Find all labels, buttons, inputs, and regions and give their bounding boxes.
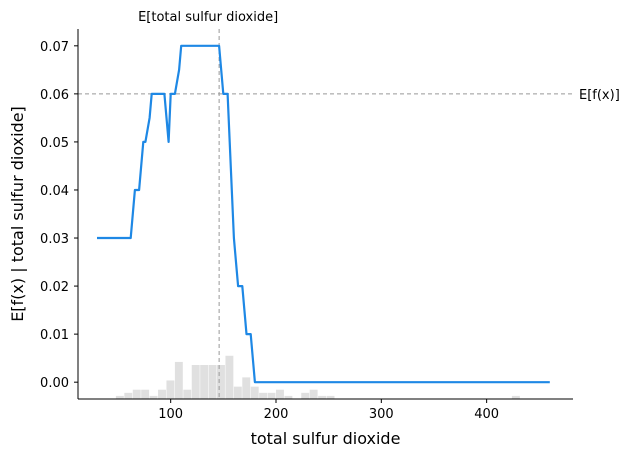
x-tick-label: 400	[474, 407, 499, 422]
y-tick-label: 0.04	[40, 184, 69, 199]
y-tick-label: 0.07	[40, 40, 69, 55]
histogram-bar	[301, 392, 310, 399]
histogram-bar	[250, 386, 259, 399]
histogram-bar	[233, 386, 242, 399]
histogram-bar	[115, 395, 124, 399]
histogram-bar	[166, 380, 175, 399]
histogram-bar	[141, 389, 150, 399]
y-tick-label: 0.02	[40, 280, 69, 295]
axes: 100 200 300 400 0.000.010.020.030.040.050.0…	[40, 29, 573, 422]
y-axis-ticks: 0.00 0.01 0.02 0.03 0.04 0.05 0.06 0.07	[40, 40, 78, 391]
histogram-bar	[276, 389, 284, 399]
histogram-bar	[267, 392, 276, 399]
y-axis-title: E[f(x) | total sulfur dioxide]	[8, 106, 27, 322]
histogram-bar	[217, 365, 225, 399]
expected-x-label: E[total sulfur dioxide]	[138, 10, 278, 25]
histogram-bar	[158, 389, 166, 399]
histogram	[115, 355, 520, 399]
histogram-bar	[284, 395, 293, 399]
histogram-bar	[318, 395, 327, 399]
y-tick-label: 0.05	[40, 136, 69, 151]
histogram-bar	[326, 395, 335, 399]
series-layer	[97, 44, 550, 384]
histogram-bar	[200, 365, 209, 399]
histogram-bar	[132, 389, 141, 399]
y-tick-label: 0.00	[40, 376, 69, 391]
histogram-bar	[174, 361, 183, 399]
expected-y-label: E[f(x)]	[579, 88, 620, 103]
x-axis-ticks: 100 200 300 400	[158, 399, 499, 422]
histogram-bar	[149, 395, 158, 399]
x-tick-label: 300	[369, 407, 394, 422]
histogram-bar	[124, 392, 133, 399]
histogram-bar	[191, 365, 200, 399]
histogram-bar	[225, 355, 234, 399]
histogram-bar	[259, 392, 268, 399]
y-tick-label: 0.06	[40, 88, 69, 103]
histogram-bar	[183, 389, 192, 399]
histogram-bar	[208, 365, 217, 399]
reference-lines	[78, 29, 573, 399]
x-tick-label: 200	[264, 407, 289, 422]
series-line	[97, 44, 550, 384]
y-tick-label: 0.01	[40, 328, 69, 343]
histogram-bar	[309, 389, 318, 399]
histogram-bar	[511, 395, 520, 399]
histogram-bar	[242, 377, 251, 399]
x-axis-title: total sulfur dioxide	[251, 429, 401, 448]
x-tick-label: 100	[158, 407, 183, 422]
y-tick-label: 0.03	[40, 232, 69, 247]
